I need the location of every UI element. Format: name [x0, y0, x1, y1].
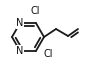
Text: N: N [16, 18, 24, 28]
Text: Cl: Cl [43, 49, 53, 59]
Text: Cl: Cl [30, 6, 40, 16]
Text: N: N [16, 46, 24, 56]
